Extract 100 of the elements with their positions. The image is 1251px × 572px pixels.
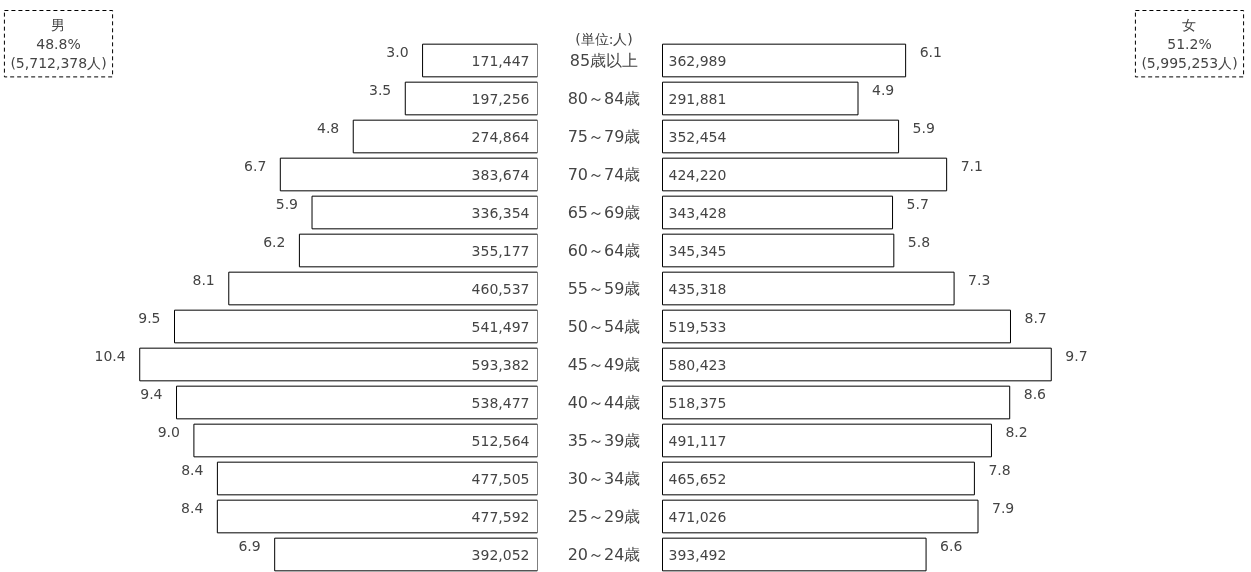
- bar: [216, 461, 538, 496]
- bar: [228, 271, 538, 306]
- annotation: 3.0: [386, 43, 409, 60]
- data-label: 355,177: [471, 242, 530, 259]
- annotation: 8.6: [1023, 385, 1047, 402]
- y-tick-label: 60～64歳: [567, 241, 641, 260]
- data-label: 197,256: [471, 90, 530, 107]
- annotation: 5.8: [907, 233, 931, 250]
- data-label: 274,864: [471, 128, 530, 145]
- data-label: 541,497: [471, 318, 530, 335]
- bar: [662, 119, 900, 154]
- data-label: 291,881: [668, 90, 727, 107]
- data-label: 593,382: [471, 356, 530, 373]
- y-tick-label: 70～74歳: [567, 165, 641, 184]
- annotation: 6.2: [263, 233, 286, 250]
- bar: [662, 157, 948, 192]
- bar: [279, 157, 538, 192]
- bar: [193, 423, 538, 458]
- data-label: 465,652: [668, 470, 727, 487]
- y-tick-label: 80～84歳: [567, 89, 641, 108]
- text: (単位:人): [575, 30, 633, 47]
- annotation: 5.9: [275, 195, 299, 212]
- bar: [662, 195, 894, 230]
- bar: [422, 43, 538, 78]
- annotation: 10.4: [94, 347, 126, 364]
- data-label: 343,428: [668, 204, 727, 221]
- annotation: 8.4: [181, 499, 204, 516]
- bar: [139, 347, 538, 382]
- bar: [662, 385, 1011, 420]
- y-tick-label: 45～49歳: [567, 355, 641, 374]
- bar: [662, 537, 927, 572]
- bar: [662, 81, 859, 116]
- annotation: 3.5: [369, 81, 392, 98]
- y-tick-label: 50～54歳: [567, 317, 641, 336]
- bar: [174, 309, 538, 344]
- annotation: 9.0: [157, 423, 180, 440]
- annotation: 5.7: [906, 195, 929, 212]
- annotation: 5.9: [912, 119, 935, 136]
- data-label: 471,026: [668, 508, 727, 525]
- data-label: 477,592: [471, 508, 530, 525]
- annotation: 9.7: [1065, 347, 1088, 364]
- y-tick-label: 30～34歳: [567, 469, 641, 488]
- annotation: 4.9: [872, 81, 895, 98]
- data-label: 538,477: [471, 394, 530, 411]
- annotation: 6.1: [919, 43, 942, 60]
- data-label: 345,345: [668, 242, 727, 259]
- annotation: 6.6: [940, 537, 963, 554]
- y-tick-label: 85歳以上: [569, 51, 639, 70]
- annotation: 8.2: [1005, 423, 1028, 440]
- data-label: 352,454: [668, 128, 727, 145]
- bar: [216, 499, 538, 534]
- data-label: 424,220: [668, 166, 727, 183]
- bar: [662, 233, 895, 268]
- data-label: 460,537: [471, 280, 530, 297]
- data-label: 362,989: [668, 52, 727, 69]
- bar: [274, 537, 538, 572]
- annotation: 8.4: [181, 461, 204, 478]
- y-tick-label: 25～29歳: [567, 507, 641, 526]
- y-tick-label: 40～44歳: [567, 393, 641, 412]
- data-label: 392,052: [471, 546, 530, 563]
- annotation: 7.8: [988, 461, 1011, 478]
- annotation: 4.8: [316, 119, 340, 136]
- data-label: 518,375: [668, 394, 727, 411]
- bar: [662, 43, 907, 78]
- bar: [662, 461, 975, 496]
- bar: [662, 423, 992, 458]
- y-tick-label: 75～79歳: [567, 127, 641, 146]
- y-tick-label: 20～24歳: [567, 545, 641, 564]
- data-label: 491,117: [668, 432, 727, 449]
- bar: [662, 347, 1052, 382]
- bar: [311, 195, 538, 230]
- y-tick-label: 55～59歳: [567, 279, 641, 298]
- y-tick-label: 35～39歳: [567, 431, 641, 450]
- annotation: 7.9: [992, 499, 1015, 516]
- annotation: 6.7: [244, 157, 267, 174]
- annotation: 6.9: [238, 537, 261, 554]
- annotation: 7.1: [960, 157, 983, 174]
- annotation: 8.1: [192, 271, 215, 288]
- data-label: 171,447: [471, 52, 530, 69]
- y-tick-label: 65～69歳: [567, 203, 641, 222]
- data-label: 512,564: [471, 432, 530, 449]
- annotation: 9.4: [140, 385, 163, 402]
- bar: [662, 499, 979, 534]
- text: 男 48.8% (5,712,378人): [10, 16, 107, 71]
- bar: [352, 119, 538, 154]
- data-label: 336,354: [471, 204, 530, 221]
- data-label: 383,674: [471, 166, 530, 183]
- data-label: 519,533: [668, 318, 727, 335]
- bar: [298, 233, 538, 268]
- annotation: 7.3: [968, 271, 991, 288]
- data-label: 477,505: [471, 470, 530, 487]
- data-label: 393,492: [668, 546, 727, 563]
- annotation: 8.7: [1024, 309, 1047, 326]
- bar: [662, 271, 955, 306]
- bar: [662, 309, 1011, 344]
- text: 女 51.2% (5,995,253人): [1141, 16, 1238, 71]
- data-label: 580,423: [668, 356, 727, 373]
- bar: [404, 81, 538, 116]
- annotation: 9.5: [138, 309, 161, 326]
- data-label: 435,318: [668, 280, 727, 297]
